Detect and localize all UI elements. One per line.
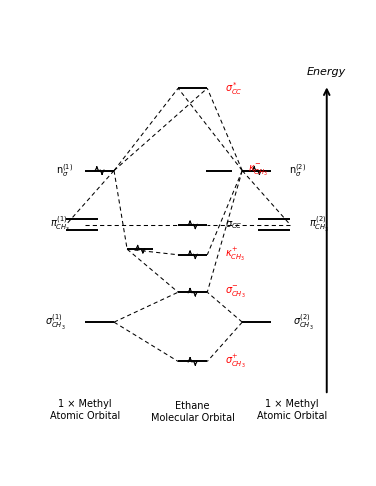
Text: $\sigma_{CH_3}^{(1)}$: $\sigma_{CH_3}^{(1)}$ [45, 312, 66, 331]
Text: $\sigma_{CH_3}^{(2)}$: $\sigma_{CH_3}^{(2)}$ [293, 312, 314, 331]
Text: 1 × Methyl
Atomic Orbital: 1 × Methyl Atomic Orbital [257, 399, 327, 421]
Text: n$_{\sigma}^{(2)}$: n$_{\sigma}^{(2)}$ [289, 162, 306, 179]
Text: $\sigma_{CH_3}^{-}$: $\sigma_{CH_3}^{-}$ [225, 285, 246, 300]
Text: $\pi_{CH_3}^{(1)}$: $\pi_{CH_3}^{(1)}$ [50, 215, 70, 234]
Text: $\sigma_{CC}$: $\sigma_{CC}$ [225, 219, 243, 231]
Text: $\sigma_{CH_3}^{+}$: $\sigma_{CH_3}^{+}$ [225, 353, 246, 370]
Text: Ethane
Molecular Orbital: Ethane Molecular Orbital [151, 401, 235, 423]
Text: Energy: Energy [307, 67, 346, 77]
Text: 1 × Methyl
Atomic Orbital: 1 × Methyl Atomic Orbital [50, 399, 120, 421]
Text: $\kappa_{CH_3}^{-}$: $\kappa_{CH_3}^{-}$ [248, 163, 268, 178]
Text: $\kappa_{CH_3}^{+}$: $\kappa_{CH_3}^{+}$ [225, 246, 245, 263]
Text: $\pi_{CH_3}^{(2)}$: $\pi_{CH_3}^{(2)}$ [309, 215, 330, 234]
Text: n$_{\sigma}^{(1)}$: n$_{\sigma}^{(1)}$ [56, 162, 73, 179]
Text: $\sigma^*_{CC}$: $\sigma^*_{CC}$ [225, 80, 243, 97]
